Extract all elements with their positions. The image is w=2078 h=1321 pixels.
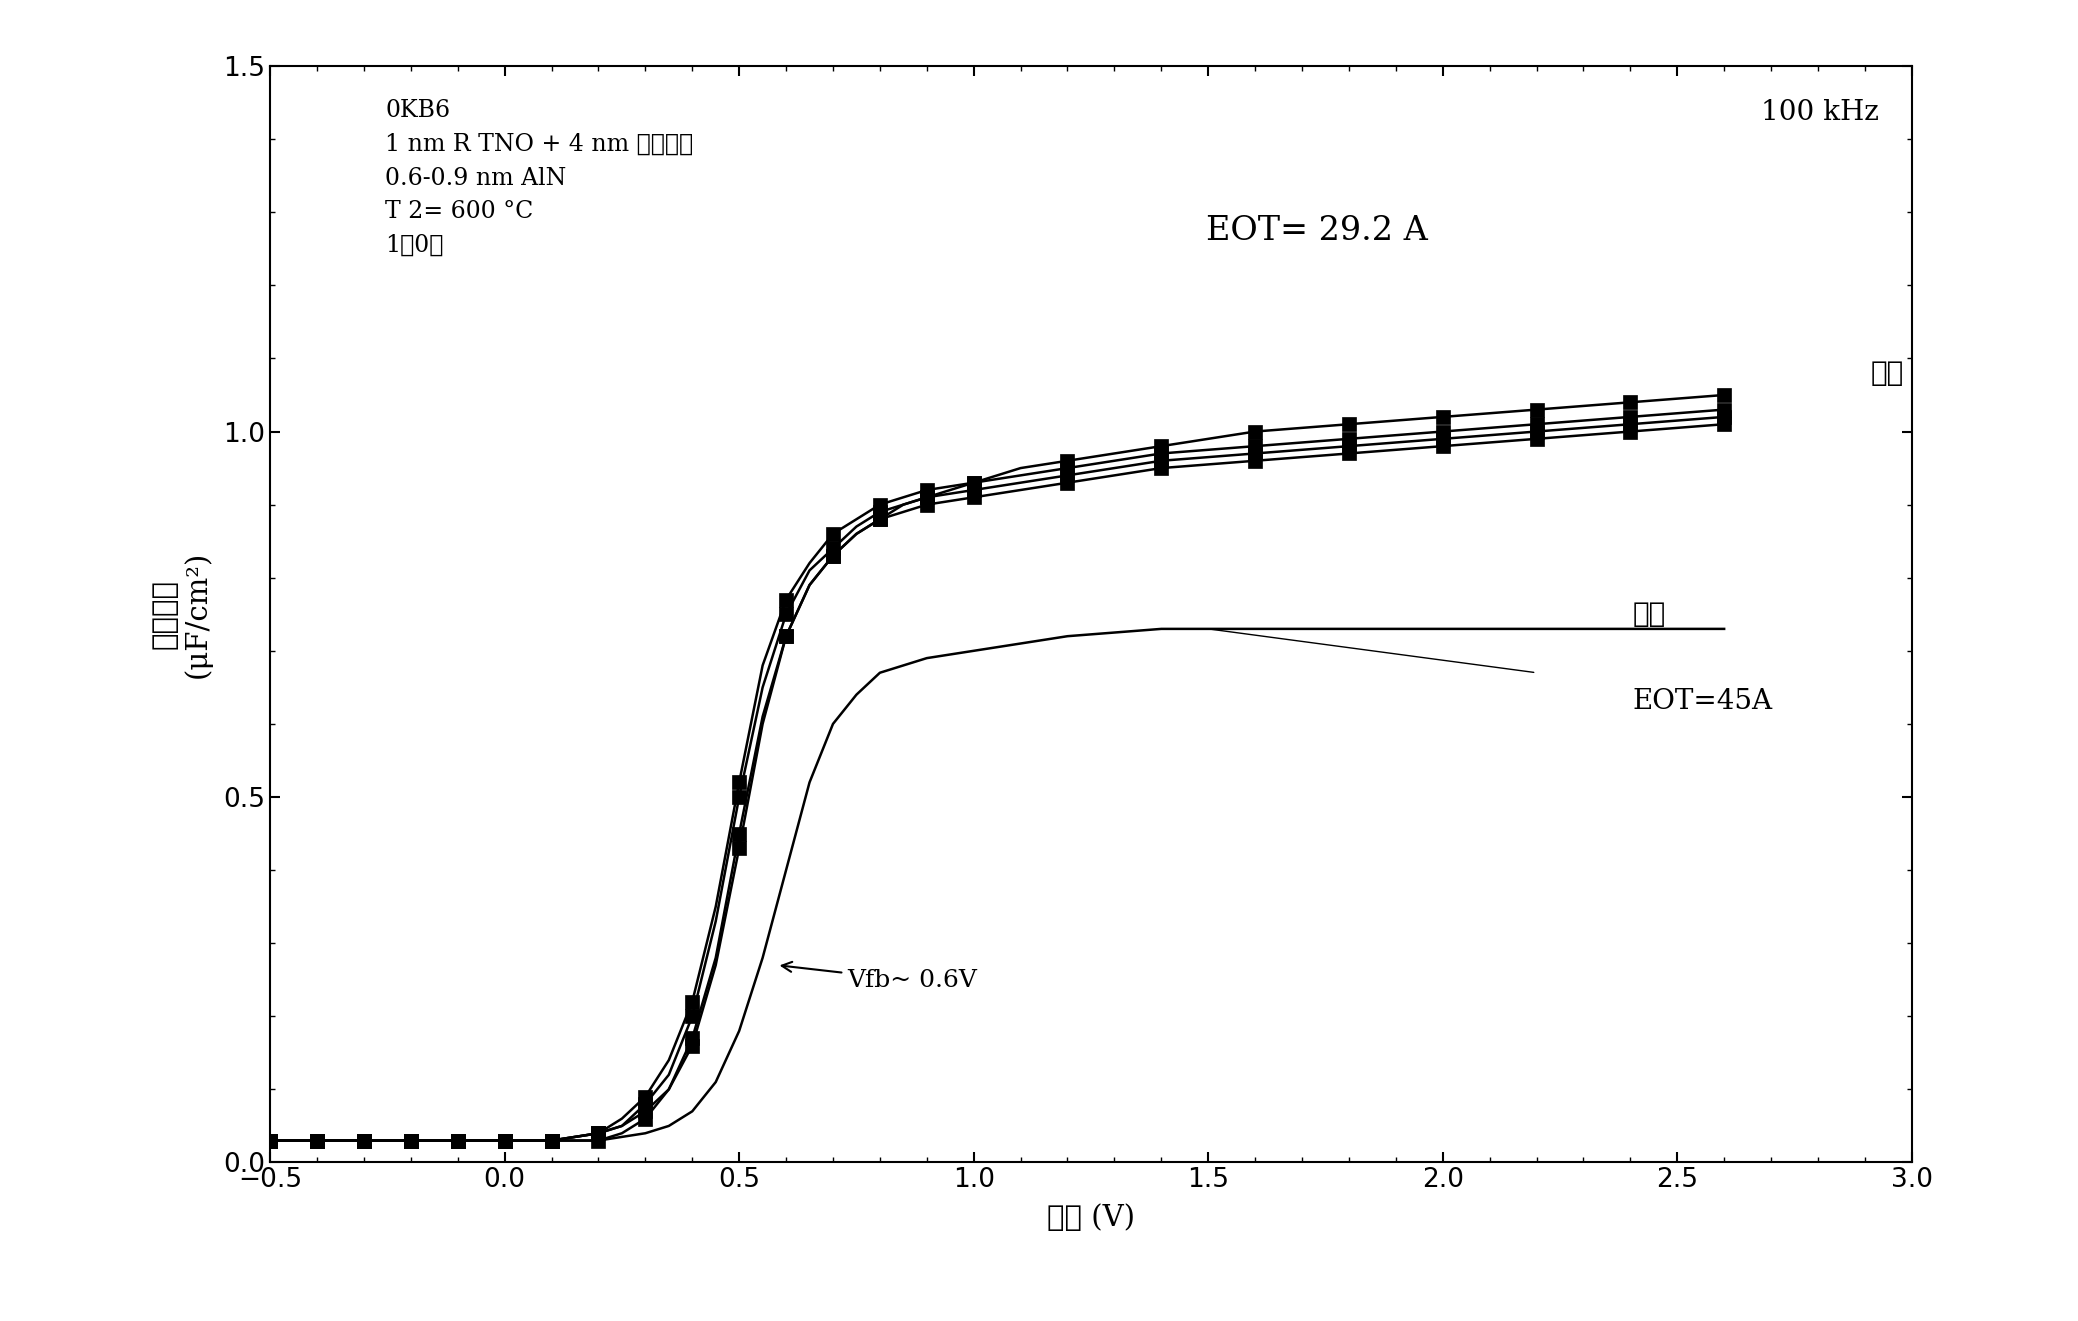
Text: 中间: 中间 xyxy=(1633,601,1667,627)
Text: EOT= 29.2 A: EOT= 29.2 A xyxy=(1205,214,1428,247)
Text: EOT=45A: EOT=45A xyxy=(1633,688,1773,716)
X-axis label: 栋压 (V): 栋压 (V) xyxy=(1047,1205,1135,1232)
Text: 边缘: 边缘 xyxy=(1870,359,1903,387)
Y-axis label: 电容密度
(μF/cm²): 电容密度 (μF/cm²) xyxy=(152,551,212,678)
Text: Vfb~ 0.6V: Vfb~ 0.6V xyxy=(781,962,977,992)
Text: 0KB6
1 nm R TNO + 4 nm 钓硅酸盐
0.6-0.9 nm AlN
T 2= 600 °C
1分0秒: 0KB6 1 nm R TNO + 4 nm 钓硅酸盐 0.6-0.9 nm A… xyxy=(384,99,694,258)
Text: 100 kHz: 100 kHz xyxy=(1760,99,1879,125)
